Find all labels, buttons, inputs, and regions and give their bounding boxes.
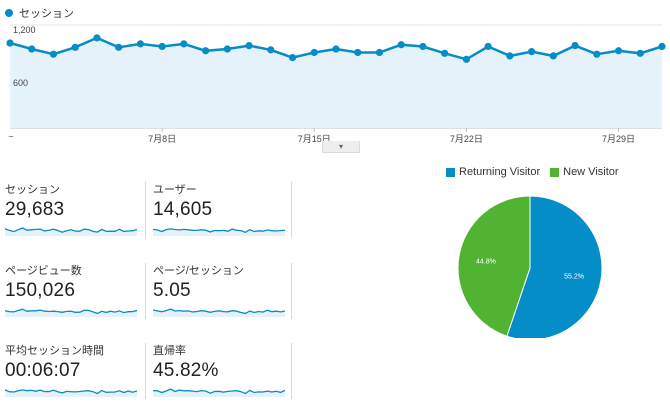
data-point[interactable] bbox=[202, 47, 210, 55]
legend-swatch-icon bbox=[550, 167, 560, 177]
sessions-line-chart[interactable] bbox=[0, 0, 670, 150]
metric-value: 45.82% bbox=[153, 360, 219, 381]
data-point[interactable] bbox=[614, 47, 623, 55]
metric-value: 150,026 bbox=[5, 280, 76, 301]
sparkline bbox=[153, 388, 285, 397]
pie-slice-label: 44.8% bbox=[476, 259, 496, 266]
data-point[interactable] bbox=[288, 54, 297, 62]
metric-name: セッション bbox=[5, 184, 60, 196]
pie-slice[interactable] bbox=[506, 195, 603, 338]
sparkline-area bbox=[5, 309, 137, 317]
sparkline bbox=[153, 228, 285, 236]
data-point[interactable] bbox=[115, 43, 123, 51]
data-point[interactable] bbox=[593, 50, 601, 58]
metric-avg-session-duration[interactable]: 平均セッション時間 00:06:07 bbox=[5, 342, 140, 397]
metric-pages-per-session[interactable]: ページ/セッション 5.05 bbox=[153, 262, 288, 317]
data-point[interactable] bbox=[49, 50, 58, 58]
data-point[interactable] bbox=[528, 48, 536, 56]
data-point[interactable] bbox=[310, 48, 318, 57]
sparkline-line bbox=[153, 228, 285, 234]
x-tick-label: 7月8日 bbox=[148, 134, 177, 144]
chart-legend[interactable]: セッション bbox=[5, 5, 74, 21]
divider bbox=[145, 182, 146, 238]
sparkline-area bbox=[5, 228, 137, 236]
sparkline-line bbox=[153, 308, 285, 315]
metric-value: 14,605 bbox=[153, 199, 213, 220]
legend-dot-icon bbox=[5, 9, 13, 17]
data-point[interactable] bbox=[484, 42, 492, 51]
legend-swatch-icon bbox=[446, 167, 455, 177]
divider bbox=[291, 343, 292, 399]
metric-name: ページビュー数 bbox=[5, 265, 82, 277]
x-tick-label: 7月29日 bbox=[602, 134, 636, 144]
pie-slice[interactable] bbox=[457, 195, 531, 337]
legend-label: セッション bbox=[19, 8, 74, 20]
pie-slice-label: 55.2% bbox=[564, 273, 584, 280]
metric-name: ページ/セッション bbox=[153, 265, 244, 277]
metric-name: 平均セッション時間 bbox=[5, 345, 104, 357]
y-tick-label-top: 1,200 bbox=[13, 25, 36, 35]
metric-value: 29,683 bbox=[5, 199, 65, 220]
pie-legend: Returning Visitor New Visitor bbox=[446, 166, 629, 178]
data-point[interactable] bbox=[658, 42, 666, 51]
x-tick-label: 7月15日 bbox=[297, 134, 331, 144]
metric-bounce-rate[interactable]: 直帰率 45.82% bbox=[153, 342, 288, 397]
area-fill bbox=[10, 37, 662, 128]
pie-legend-item-returning[interactable]: Returning Visitor bbox=[446, 166, 540, 178]
data-point[interactable] bbox=[506, 52, 514, 60]
data-point[interactable] bbox=[6, 39, 14, 47]
x-tick-label: 7月22日 bbox=[449, 134, 483, 144]
metric-name: 直帰率 bbox=[153, 345, 186, 357]
data-point[interactable] bbox=[158, 42, 166, 51]
y-tick-label-mid: 600 bbox=[13, 78, 29, 88]
sparkline bbox=[5, 227, 137, 236]
x-axis-start-marker: .... bbox=[8, 130, 14, 139]
sparkline-line bbox=[153, 388, 285, 395]
data-point[interactable] bbox=[354, 48, 362, 57]
data-point[interactable] bbox=[267, 46, 275, 54]
data-point[interactable] bbox=[397, 41, 405, 49]
divider bbox=[291, 263, 292, 319]
data-point[interactable] bbox=[462, 55, 470, 63]
metric-sessions[interactable]: セッション 29,683 bbox=[5, 181, 140, 236]
pie-legend-label: New Visitor bbox=[563, 166, 619, 178]
chevron-down-icon: ▾ bbox=[338, 142, 343, 151]
pie-legend-item-new[interactable]: New Visitor bbox=[550, 166, 619, 178]
metric-value: 5.05 bbox=[153, 280, 191, 301]
sparkline-line bbox=[5, 308, 137, 315]
data-point[interactable] bbox=[136, 40, 144, 48]
sparkline-line bbox=[5, 227, 137, 233]
divider bbox=[145, 263, 146, 319]
metric-pageviews[interactable]: ページビュー数 150,026 bbox=[5, 262, 140, 317]
visitor-type-pie-chart[interactable]: 55.2% 44.8% bbox=[450, 188, 610, 338]
data-point[interactable] bbox=[223, 45, 231, 53]
data-point[interactable] bbox=[419, 42, 427, 51]
data-point[interactable] bbox=[636, 49, 644, 57]
data-point[interactable] bbox=[571, 42, 579, 50]
data-point[interactable] bbox=[93, 34, 101, 42]
metric-users[interactable]: ユーザー 14,605 bbox=[153, 181, 288, 236]
sparkline bbox=[153, 308, 285, 317]
data-point[interactable] bbox=[375, 48, 384, 57]
sparkline bbox=[5, 389, 137, 397]
data-point[interactable] bbox=[180, 40, 188, 48]
data-point[interactable] bbox=[71, 43, 79, 51]
divider bbox=[145, 343, 146, 399]
metric-name: ユーザー bbox=[153, 184, 197, 196]
data-point[interactable] bbox=[28, 45, 36, 53]
divider bbox=[291, 182, 292, 238]
sparkline bbox=[5, 308, 137, 317]
data-point[interactable] bbox=[245, 42, 253, 50]
sparkline-line bbox=[5, 389, 137, 395]
data-point[interactable] bbox=[332, 45, 340, 53]
pie-legend-label: Returning Visitor bbox=[459, 166, 541, 178]
data-point[interactable] bbox=[549, 52, 557, 60]
metric-value: 00:06:07 bbox=[5, 360, 81, 381]
collapse-chart-button[interactable]: ▾ bbox=[322, 141, 360, 153]
data-point[interactable] bbox=[441, 49, 449, 57]
